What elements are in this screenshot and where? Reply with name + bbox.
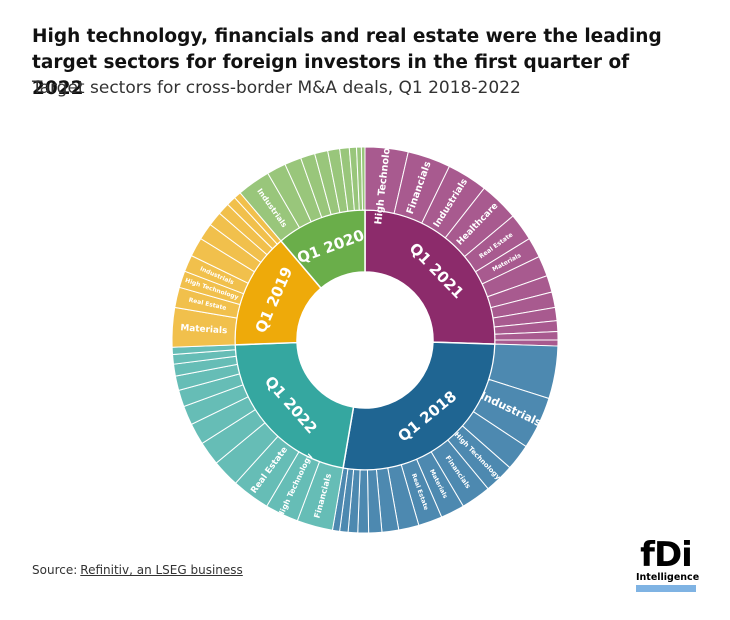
outer-segment bbox=[360, 146, 366, 211]
chart-subtitle: Target sectors for cross-border M&A deal… bbox=[32, 78, 521, 98]
logo-bar bbox=[636, 585, 696, 592]
source: Source: Refinitiv, an LSEG business bbox=[32, 563, 243, 577]
source-prefix: Source: bbox=[32, 563, 78, 577]
logo-sub: Intelligence bbox=[636, 572, 700, 583]
logo-main: fDi bbox=[640, 535, 693, 575]
outer-label: Materials bbox=[180, 323, 228, 336]
logo: fDi Intelligence bbox=[636, 535, 700, 592]
chart-title: High technology, financials and real est… bbox=[32, 26, 662, 99]
source-link[interactable]: Refinitiv, an LSEG business bbox=[80, 563, 243, 577]
